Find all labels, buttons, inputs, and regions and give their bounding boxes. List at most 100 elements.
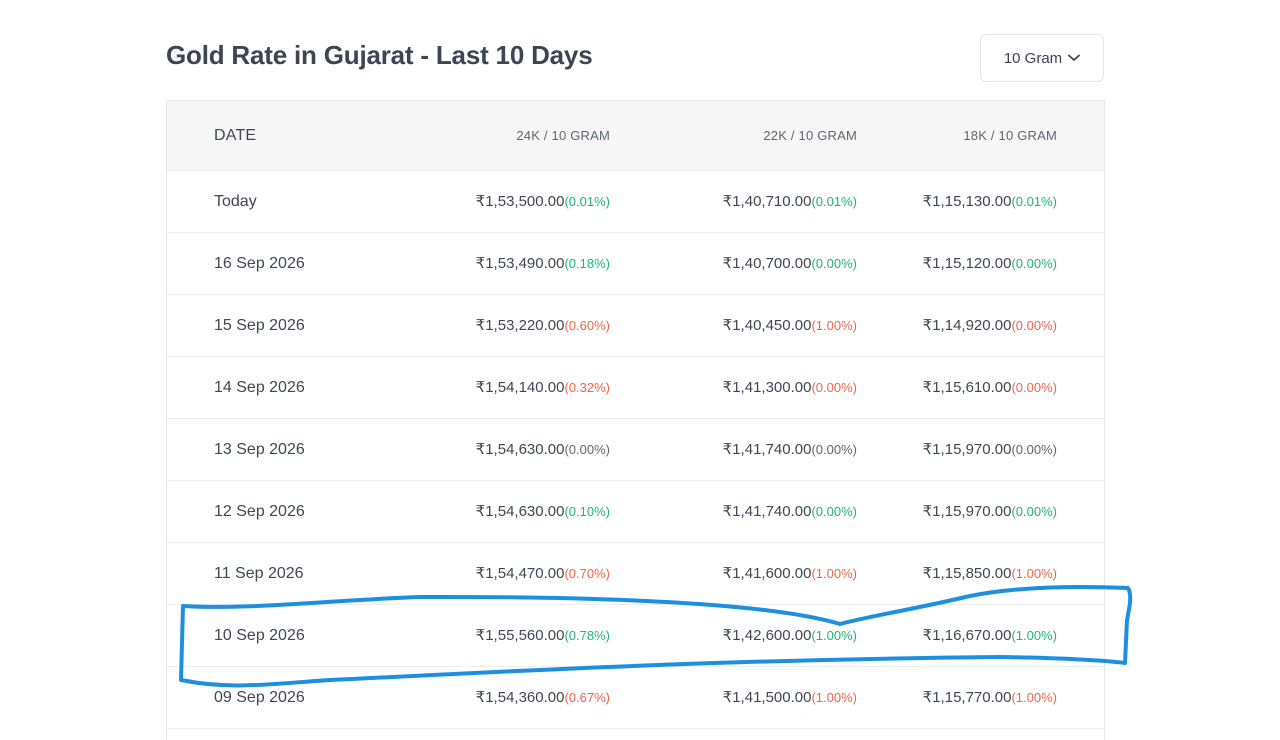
- change-18k: (1.00%): [1011, 690, 1057, 705]
- table-row: 16 Sep 2026 ₹1,53,490.00(0.18%) ₹1,40,700.…: [167, 233, 1104, 295]
- price-18k-cell: ₹1,15,130.00(0.01%): [857, 192, 1057, 211]
- unit-select-value: 10 Gram: [1003, 49, 1063, 67]
- price-18k: ₹1,14,920.00: [922, 317, 1012, 334]
- table-row: 11 Sep 2026 ₹1,54,470.00(0.70%) ₹1,41,600.…: [167, 543, 1104, 605]
- row-date: 12 Sep 2026: [214, 502, 305, 520]
- price-22k: ₹1,40,710.00: [722, 193, 812, 210]
- change-22k: (0.00%): [811, 256, 857, 271]
- price-24k-cell: ₹1,54,630.00(0.00%): [364, 440, 610, 459]
- price-22k: ₹1,41,600.00: [722, 565, 812, 582]
- price-24k-cell: ₹1,55,560.00(0.78%): [364, 626, 610, 645]
- change-24k: (0.01%): [564, 194, 610, 209]
- change-24k: (0.78%): [564, 628, 610, 643]
- price-18k: ₹1,15,610.00: [922, 379, 1012, 396]
- price-18k-cell: ₹1,15,610.00(0.00%): [857, 378, 1057, 397]
- table-row: 12 Sep 2026 ₹1,54,630.00(0.10%) ₹1,41,740.…: [167, 481, 1104, 543]
- price-22k-cell: ₹1,41,600.00(1.00%): [610, 564, 857, 583]
- page-title: Gold Rate in Gujarat - Last 10 Days: [166, 40, 593, 70]
- table-header: DATE 24K / 10 GRAM 22K / 10 GRAM 18K / 1…: [167, 101, 1104, 171]
- price-24k-cell: ₹1,54,140.00(0.32%): [364, 378, 610, 397]
- price-22k: ₹1,40,700.00: [722, 255, 812, 272]
- change-18k: (0.00%): [1011, 380, 1057, 395]
- price-22k-cell: ₹1,41,300.00(0.00%): [610, 378, 857, 397]
- change-22k: (1.00%): [811, 628, 857, 643]
- change-24k: (0.18%): [564, 256, 610, 271]
- price-24k-cell: ₹1,54,630.00(0.10%): [364, 502, 610, 521]
- price-22k-cell: ₹1,40,700.00(0.00%): [610, 254, 857, 273]
- column-header-18k: 18K / 10 GRAM: [963, 128, 1057, 143]
- price-22k: ₹1,41,300.00: [722, 379, 812, 396]
- price-24k: ₹1,53,490.00: [475, 255, 565, 272]
- price-22k-cell: ₹1,42,600.00(1.00%): [610, 626, 857, 645]
- price-18k: ₹1,15,850.00: [922, 565, 1012, 582]
- price-18k: ₹1,15,130.00: [922, 193, 1012, 210]
- row-date: 15 Sep 2026: [214, 316, 305, 334]
- table-row: 15 Sep 2026 ₹1,53,220.00(0.60%) ₹1,40,450.…: [167, 295, 1104, 357]
- row-date: 16 Sep 2026: [214, 254, 305, 272]
- price-24k: ₹1,54,630.00: [475, 441, 565, 458]
- change-18k: (0.01%): [1011, 194, 1057, 209]
- change-24k: (0.70%): [564, 566, 610, 581]
- row-date: 11 Sep 2026: [214, 564, 304, 582]
- price-22k: ₹1,41,740.00: [722, 503, 812, 520]
- price-22k-cell: ₹1,41,740.00(0.00%): [610, 440, 857, 459]
- change-22k: (1.00%): [811, 690, 857, 705]
- table-row: 09 Sep 2026 ₹1,54,360.00(0.67%) ₹1,41,500.…: [167, 667, 1104, 729]
- price-22k-cell: ₹1,40,450.00(1.00%): [610, 316, 857, 335]
- unit-select[interactable]: 10 Gram: [980, 34, 1104, 82]
- column-header-24k: 24K / 10 GRAM: [516, 128, 610, 143]
- table-body: Today ₹1,53,500.00(0.01%) ₹1,40,710.00(0.0…: [167, 171, 1104, 729]
- column-header-22k: 22K / 10 GRAM: [763, 128, 857, 143]
- price-24k: ₹1,54,140.00: [475, 379, 565, 396]
- change-18k: (1.00%): [1011, 628, 1057, 643]
- price-24k-cell: ₹1,54,470.00(0.70%): [364, 564, 610, 583]
- price-24k-cell: ₹1,53,490.00(0.18%): [364, 254, 610, 273]
- price-22k-cell: ₹1,41,740.00(0.00%): [610, 502, 857, 521]
- price-22k-cell: ₹1,40,710.00(0.01%): [610, 192, 857, 211]
- price-22k: ₹1,41,740.00: [722, 441, 812, 458]
- price-18k-cell: ₹1,15,770.00(1.00%): [857, 688, 1057, 707]
- table-row: 10 Sep 2026 ₹1,55,560.00(0.78%) ₹1,42,600.…: [167, 605, 1104, 667]
- price-18k: ₹1,15,970.00: [922, 503, 1012, 520]
- change-18k: (1.00%): [1011, 566, 1057, 581]
- chevron-down-icon: [1068, 54, 1081, 62]
- price-24k: ₹1,54,630.00: [475, 503, 565, 520]
- gold-rate-table: DATE 24K / 10 GRAM 22K / 10 GRAM 18K / 1…: [166, 100, 1105, 740]
- price-22k: ₹1,40,450.00: [722, 317, 812, 334]
- price-22k: ₹1,42,600.00: [722, 627, 812, 644]
- price-18k-cell: ₹1,15,120.00(0.00%): [857, 254, 1057, 273]
- price-18k: ₹1,15,970.00: [922, 441, 1012, 458]
- price-24k-cell: ₹1,53,220.00(0.60%): [364, 316, 610, 335]
- price-24k: ₹1,54,470.00: [475, 565, 565, 582]
- row-date: Today: [214, 192, 257, 210]
- change-22k: (0.00%): [811, 504, 857, 519]
- price-18k-cell: ₹1,15,970.00(0.00%): [857, 502, 1057, 521]
- row-date: 14 Sep 2026: [214, 378, 305, 396]
- change-24k: (0.32%): [564, 380, 610, 395]
- row-date: 13 Sep 2026: [214, 440, 305, 458]
- price-24k-cell: ₹1,53,500.00(0.01%): [364, 192, 610, 211]
- price-24k: ₹1,53,220.00: [475, 317, 565, 334]
- price-18k: ₹1,15,770.00: [922, 689, 1012, 706]
- table-row: 14 Sep 2026 ₹1,54,140.00(0.32%) ₹1,41,300.…: [167, 357, 1104, 419]
- table-row: 13 Sep 2026 ₹1,54,630.00(0.00%) ₹1,41,740.…: [167, 419, 1104, 481]
- price-24k: ₹1,53,500.00: [475, 193, 565, 210]
- change-18k: (0.00%): [1011, 504, 1057, 519]
- price-18k-cell: ₹1,15,850.00(1.00%): [857, 564, 1057, 583]
- row-date: 09 Sep 2026: [214, 688, 305, 706]
- change-24k: (0.67%): [564, 690, 610, 705]
- change-22k: (0.00%): [811, 442, 857, 457]
- change-18k: (0.00%): [1011, 442, 1057, 457]
- change-22k: (1.00%): [811, 566, 857, 581]
- price-18k: ₹1,15,120.00: [922, 255, 1012, 272]
- change-24k: (0.60%): [564, 318, 610, 333]
- change-18k: (0.00%): [1011, 256, 1057, 271]
- change-22k: (0.00%): [811, 380, 857, 395]
- change-24k: (0.10%): [564, 504, 610, 519]
- price-18k-cell: ₹1,16,670.00(1.00%): [857, 626, 1057, 645]
- row-date: 10 Sep 2026: [214, 626, 305, 644]
- price-24k-cell: ₹1,54,360.00(0.67%): [364, 688, 610, 707]
- price-18k: ₹1,16,670.00: [922, 627, 1012, 644]
- change-22k: (1.00%): [811, 318, 857, 333]
- change-18k: (0.00%): [1011, 318, 1057, 333]
